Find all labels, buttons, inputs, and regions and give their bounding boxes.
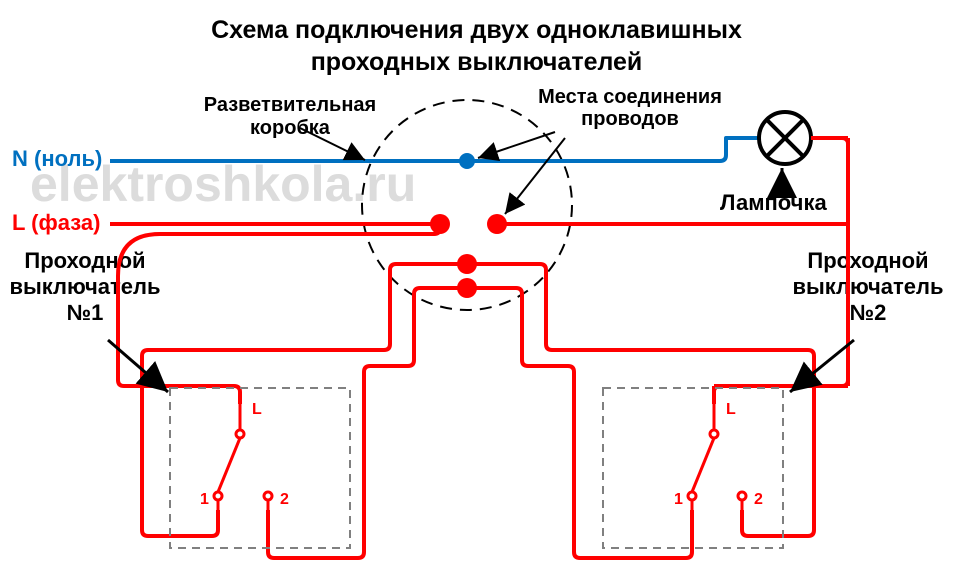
lamp-symbol [759, 112, 811, 164]
switch2-internal [688, 404, 746, 510]
node-red-left [430, 214, 450, 234]
sw1-L: L [252, 401, 262, 418]
sw1-2: 2 [280, 491, 289, 508]
node-red-b2 [457, 278, 477, 298]
node-red-b1 [457, 254, 477, 274]
traveller-right-t2 [467, 288, 692, 558]
traveller-left-1 [142, 264, 467, 536]
arrow-junction-box [300, 128, 365, 160]
sw2-1: 1 [674, 491, 683, 508]
arrow-splice-1 [478, 132, 555, 158]
node-red-right [487, 214, 507, 234]
wiring-svg: L 1 2 L 1 2 [0, 0, 953, 570]
switch1-internal [214, 404, 272, 510]
neutral-wire [110, 138, 759, 161]
diagram-root: { "canvas": { "width": 953, "height": 57… [0, 0, 953, 570]
junction-to-lamp-return [497, 224, 870, 250]
sw2-L: L [726, 401, 736, 418]
sw1-1: 1 [200, 491, 209, 508]
traveller-left-2 [268, 288, 467, 558]
node-blue [459, 153, 475, 169]
sw2-2: 2 [754, 491, 763, 508]
arrow-splice-2 [505, 138, 565, 214]
